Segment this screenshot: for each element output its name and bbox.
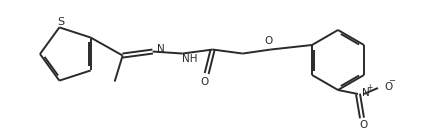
Text: N: N [362, 88, 370, 98]
Text: +: + [366, 84, 372, 92]
Text: NH: NH [182, 54, 198, 64]
Text: O: O [201, 77, 209, 86]
Text: N: N [157, 44, 165, 54]
Text: S: S [57, 17, 64, 27]
Text: O: O [265, 35, 273, 46]
Text: O: O [360, 120, 368, 130]
Text: O: O [384, 82, 392, 92]
Text: −: − [388, 76, 396, 86]
